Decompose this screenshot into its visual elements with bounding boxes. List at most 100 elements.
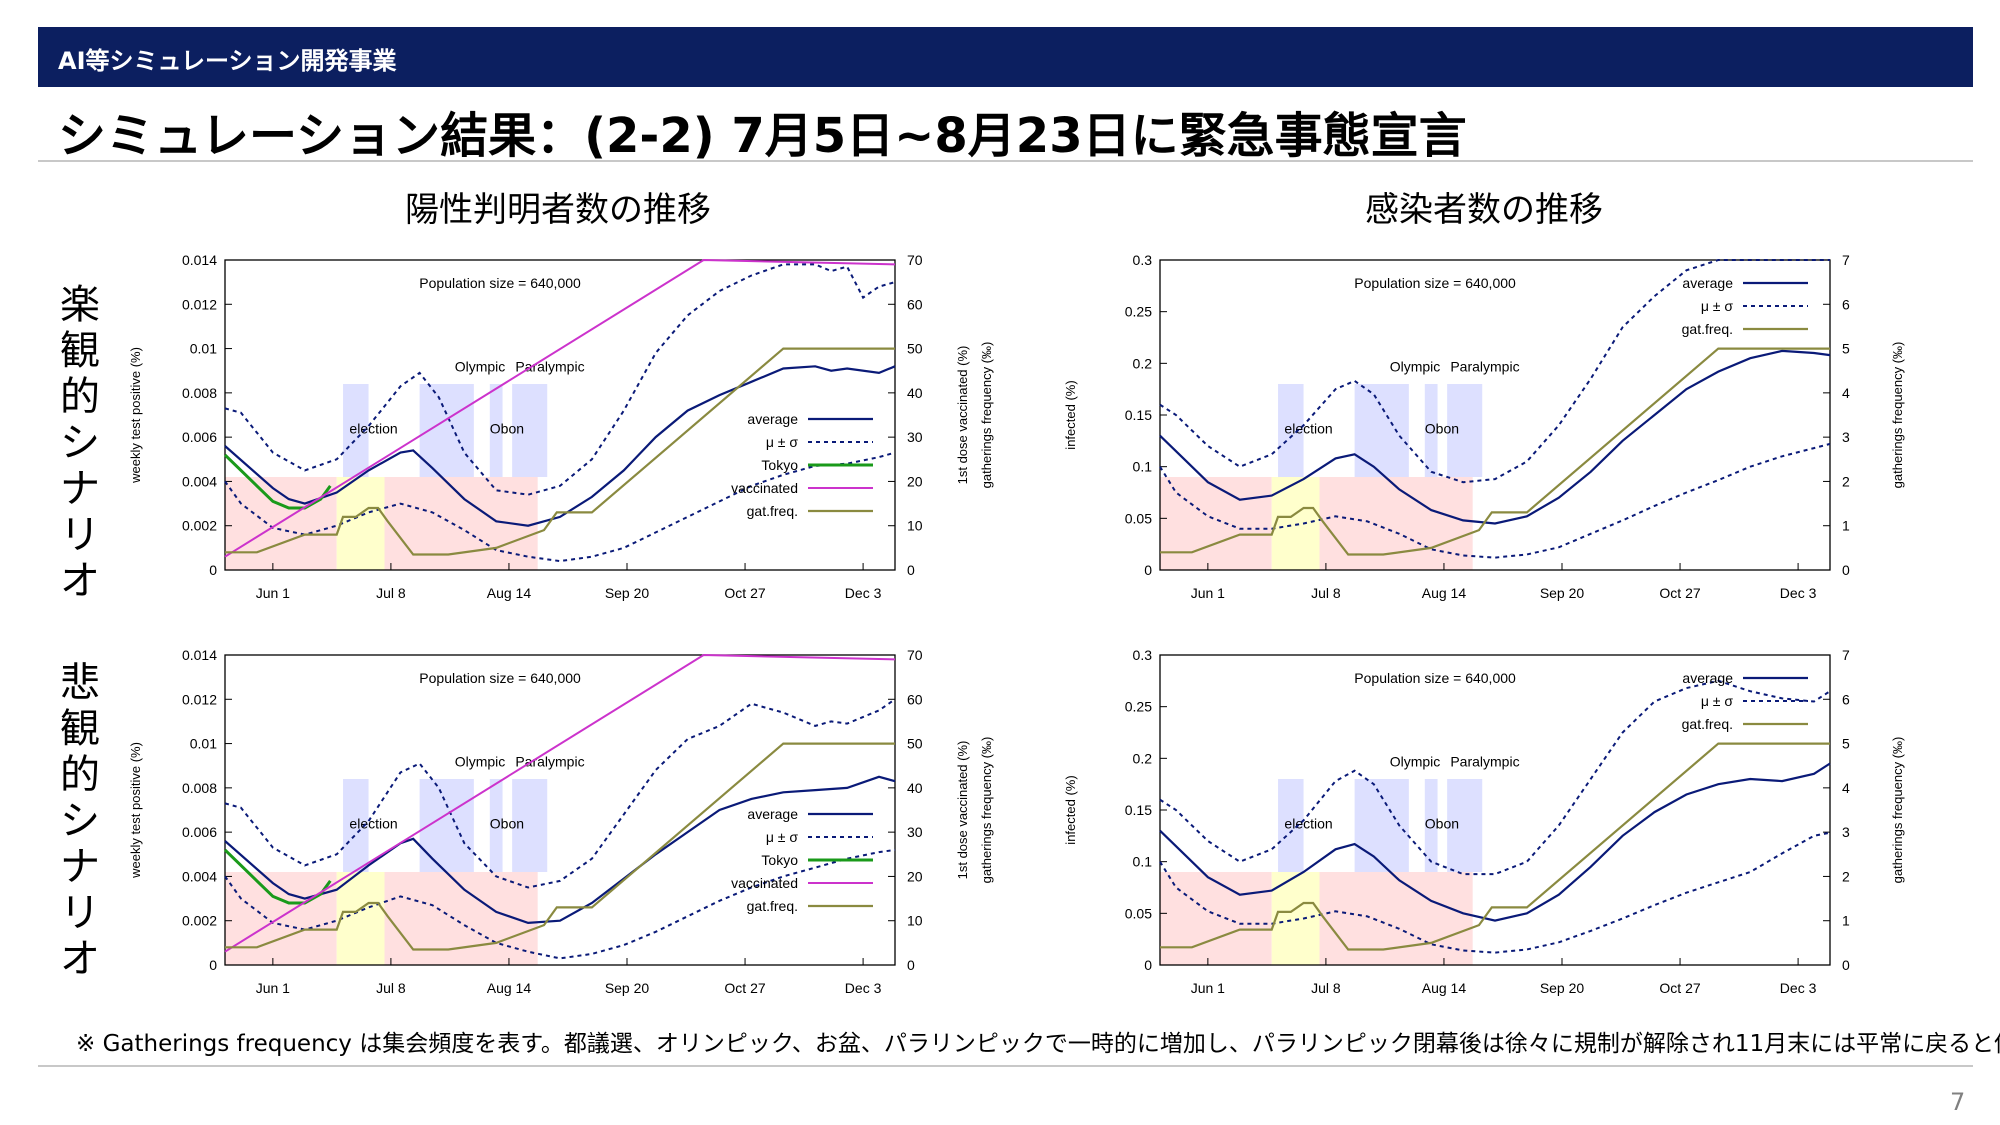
event-shade-3 — [1447, 384, 1483, 477]
x-tick-label: Oct 27 — [724, 585, 765, 601]
x-tick-label: Aug 14 — [1422, 980, 1467, 996]
legend-label: μ ± σ — [766, 434, 799, 450]
y2-tick-label: 4 — [1842, 780, 1850, 796]
event-label: Obon — [490, 815, 524, 831]
series-line-vaccinated — [224, 258, 896, 558]
y2-tick-label: 4 — [1842, 385, 1850, 401]
row-label-pessimistic: 悲観的シナリオ — [60, 660, 100, 982]
series-line-- — [224, 451, 896, 563]
x-tick-label: Jul 8 — [1311, 585, 1341, 601]
y2-tick-label: 70 — [907, 647, 923, 663]
y2-tick-label: 30 — [907, 429, 923, 445]
x-tick-label: Aug 14 — [487, 980, 532, 996]
event-shade-1 — [1354, 384, 1409, 477]
y2-tick-label: 5 — [1842, 736, 1850, 752]
y2-tick-label: 40 — [907, 780, 923, 796]
page-number: 7 — [1950, 1088, 1966, 1116]
chart-infected-pessimistic: 0 0.05 0.1 0.15 0.2 0.25 0.3 0 1 2 3 4 5 6 7 Jun 1 Jul 8… — [1063, 647, 1905, 996]
event-label: election — [349, 815, 397, 831]
x-tick-label: Dec 3 — [1780, 585, 1817, 601]
series-line-- — [1159, 259, 1830, 484]
y2-tick-label: 50 — [907, 341, 923, 357]
y2-axis-label: gatherings frequency (‰) — [979, 737, 994, 884]
pre-emergency-shade — [225, 872, 337, 965]
x-tick-label: Jul 8 — [376, 585, 406, 601]
page-title: シミュレーション結果：(2-2) 7月5日~8月23日に緊急事態宣言 — [58, 108, 1467, 164]
y-tick-label: 0.2 — [1133, 750, 1153, 766]
y-tick-label: 0.008 — [182, 780, 217, 796]
series-line-average — [224, 775, 896, 925]
event-shade-2 — [1424, 384, 1438, 477]
event-label: Olympic — [455, 358, 506, 374]
y-axis-label: infected (%) — [1063, 380, 1078, 449]
y-tick-label: 0 — [209, 562, 217, 578]
y-tick-label: 0.014 — [182, 252, 217, 268]
y-tick-label: 0.012 — [182, 691, 217, 707]
population-annotation: Population size = 640,000 — [1354, 275, 1516, 291]
y-tick-label: 0.01 — [190, 736, 217, 752]
y2-axis-label: gatherings frequency (‰) — [1890, 737, 1905, 884]
y-axis-label: weekly test positive (%) — [128, 347, 143, 484]
y2-tick-label: 5 — [1842, 341, 1850, 357]
x-tick-label: Aug 14 — [1422, 585, 1467, 601]
population-annotation: Population size = 640,000 — [419, 670, 581, 686]
event-label: Paralympic — [515, 358, 584, 374]
y2-tick-label: 0 — [1842, 957, 1850, 973]
election-period-shade — [1271, 872, 1320, 965]
legend-label: Tokyo — [761, 852, 798, 868]
y2-tick-label: 20 — [907, 473, 923, 489]
y-tick-label: 0.006 — [182, 824, 217, 840]
population-annotation: Population size = 640,000 — [1354, 670, 1516, 686]
y2-tick-label: 1 — [1842, 913, 1850, 929]
series-line-- — [1159, 679, 1831, 876]
header-banner: AI等シミュレーション開発事業 — [38, 27, 1973, 87]
event-shade-1 — [1354, 779, 1409, 872]
y2-tick-label: 2 — [1842, 868, 1850, 884]
chart-positive-optimistic: 0 0.002 0.004 0.006 0.008 0.01 0.012 0.014 0 10 20… — [128, 252, 994, 601]
series-line-tokyo — [223, 453, 332, 510]
row-label-optimistic: 楽観的シナリオ — [60, 282, 100, 604]
y-tick-label: 0.006 — [182, 429, 217, 445]
series-line-vaccinated — [224, 653, 896, 953]
y2-tick-label: 60 — [907, 691, 923, 707]
left-column-title: 陽性判明者数の推移 — [405, 190, 711, 230]
series-line-gat-freq- — [1160, 742, 1830, 951]
y-tick-label: 0.012 — [182, 296, 217, 312]
legend-label: average — [1682, 670, 1733, 686]
event-label: Paralympic — [1450, 358, 1519, 374]
y-tick-label: 0.004 — [182, 473, 217, 489]
x-tick-label: Dec 3 — [845, 980, 882, 996]
y-tick-label: 0.002 — [182, 518, 217, 534]
y2-tick-label: 6 — [1842, 691, 1850, 707]
legend-label: average — [1682, 275, 1733, 291]
election-period-shade — [336, 477, 385, 570]
x-tick-label: Sep 20 — [1540, 585, 1585, 601]
x-tick-label: Jun 1 — [1191, 980, 1225, 996]
legend-label: gat.freq. — [747, 898, 798, 914]
title-divider — [38, 160, 1973, 162]
x-tick-label: Jun 1 — [1191, 585, 1225, 601]
y-tick-label: 0.25 — [1125, 304, 1152, 320]
series-line-gat-freq- — [1160, 347, 1830, 556]
y2-tick-label: 7 — [1842, 252, 1850, 268]
y2-tick-label: 7 — [1842, 647, 1850, 663]
y-tick-label: 0.3 — [1133, 252, 1153, 268]
y2-tick-label: 10 — [907, 518, 923, 534]
legend-label: μ ± σ — [766, 829, 799, 845]
y2-tick-label: 30 — [907, 824, 923, 840]
footer-divider — [38, 1065, 1973, 1067]
legend-label: gat.freq. — [1682, 321, 1733, 337]
event-shade-3 — [512, 779, 548, 872]
series-line-gat-freq- — [225, 742, 895, 951]
event-shade-3 — [512, 384, 548, 477]
event-label: election — [1284, 815, 1332, 831]
y-tick-label: 0 — [1144, 957, 1152, 973]
y2-tick-label: 0 — [907, 562, 915, 578]
event-shade-0 — [1278, 779, 1304, 872]
event-label: Olympic — [1390, 753, 1441, 769]
y-tick-label: 0.008 — [182, 385, 217, 401]
banner-label: AI等シミュレーション開発事業 — [58, 47, 397, 75]
event-shade-2 — [1424, 779, 1438, 872]
event-shade-3 — [1447, 779, 1483, 872]
event-label: Paralympic — [1450, 753, 1519, 769]
